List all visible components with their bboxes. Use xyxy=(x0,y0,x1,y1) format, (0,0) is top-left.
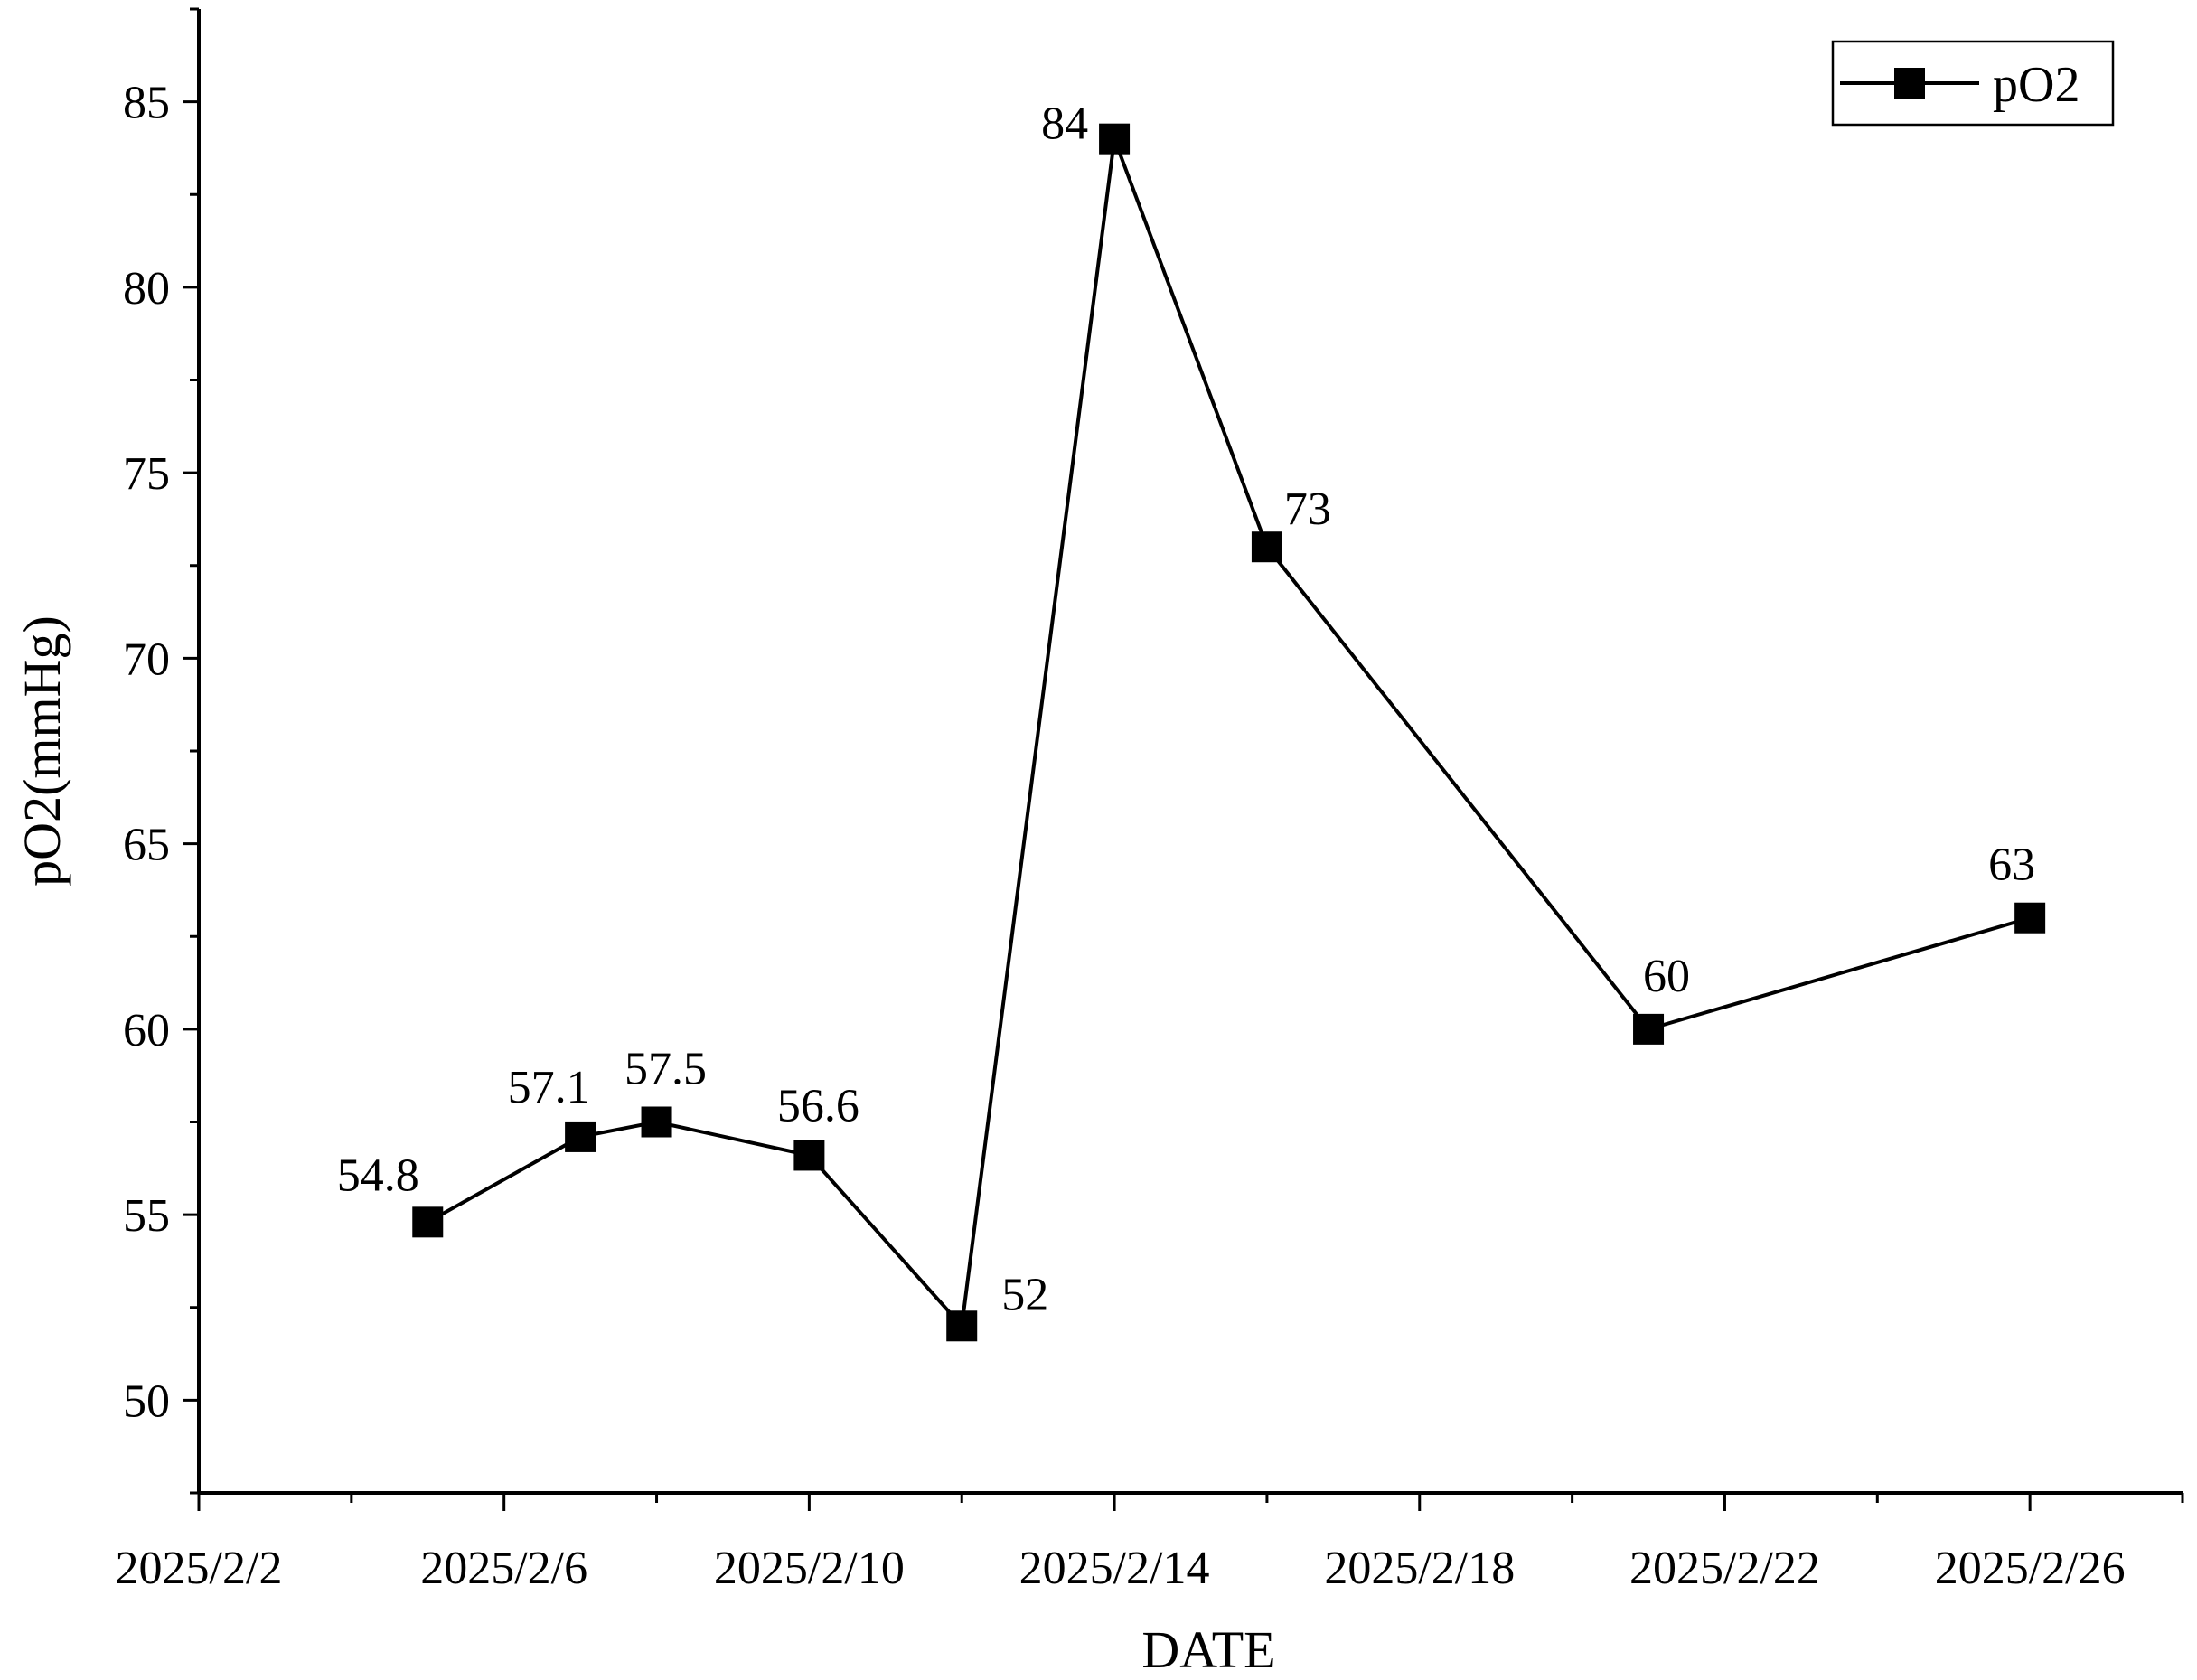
x-tick-label: 2025/2/6 xyxy=(420,1543,587,1594)
data-label: 54.8 xyxy=(337,1150,419,1201)
legend: pO2 xyxy=(1831,40,2115,127)
data-label: 56.6 xyxy=(777,1080,859,1131)
x-axis-title: DATE xyxy=(1141,1620,1275,1679)
y-tick-label: 80 xyxy=(123,263,170,314)
y-tick-label: 50 xyxy=(123,1375,170,1427)
data-point-marker xyxy=(793,1140,825,1171)
x-tick-label: 2025/2/26 xyxy=(1935,1543,2126,1594)
x-tick-label: 2025/2/2 xyxy=(116,1543,283,1594)
data-point-marker xyxy=(1633,1013,1665,1045)
legend-label: pO2 xyxy=(1993,57,2080,113)
data-label: 57.1 xyxy=(508,1062,590,1113)
data-point-marker xyxy=(565,1121,596,1152)
y-tick-label: 60 xyxy=(123,1005,170,1056)
data-point-marker xyxy=(2014,902,2046,934)
legend-square-marker-icon xyxy=(1894,68,1925,99)
y-axis-title: pO2(mmHg) xyxy=(13,615,71,887)
data-label: 84 xyxy=(1041,99,1088,150)
y-tick-label: 70 xyxy=(123,634,170,685)
data-point-marker xyxy=(1099,123,1131,155)
data-label: 52 xyxy=(1001,1269,1048,1320)
x-tick-label: 2025/2/14 xyxy=(1019,1543,1210,1594)
x-tick-label: 2025/2/10 xyxy=(714,1543,905,1594)
x-tick-label: 2025/2/18 xyxy=(1324,1543,1515,1594)
data-label: 73 xyxy=(1284,483,1331,535)
y-tick-label: 55 xyxy=(123,1190,170,1242)
data-point-marker xyxy=(1251,531,1282,563)
data-point-marker xyxy=(412,1206,444,1238)
data-label: 57.5 xyxy=(624,1044,707,1095)
data-point-marker xyxy=(946,1310,978,1342)
y-tick-label: 85 xyxy=(123,78,170,129)
y-axis-ticks: 50 55 60 65 70 75 80 85 xyxy=(123,7,199,1495)
x-tick-label: 2025/2/22 xyxy=(1629,1543,1820,1594)
data-point-marker xyxy=(641,1106,672,1138)
x-axis-ticks: 2025/2/2 2025/2/6 2025/2/10 2025/2/14 2025/2… xyxy=(116,1493,2184,1594)
y-tick-label: 65 xyxy=(123,820,170,871)
y-tick-label: 75 xyxy=(123,448,170,500)
series-layer: 54.8 57.1 57.5 56.6 52 84 73 60 63 xyxy=(337,99,2046,1342)
data-label: 60 xyxy=(1643,951,1690,1002)
data-label: 63 xyxy=(1988,840,2035,891)
series-line-pO2 xyxy=(427,137,2031,1330)
axes xyxy=(197,9,2183,1495)
